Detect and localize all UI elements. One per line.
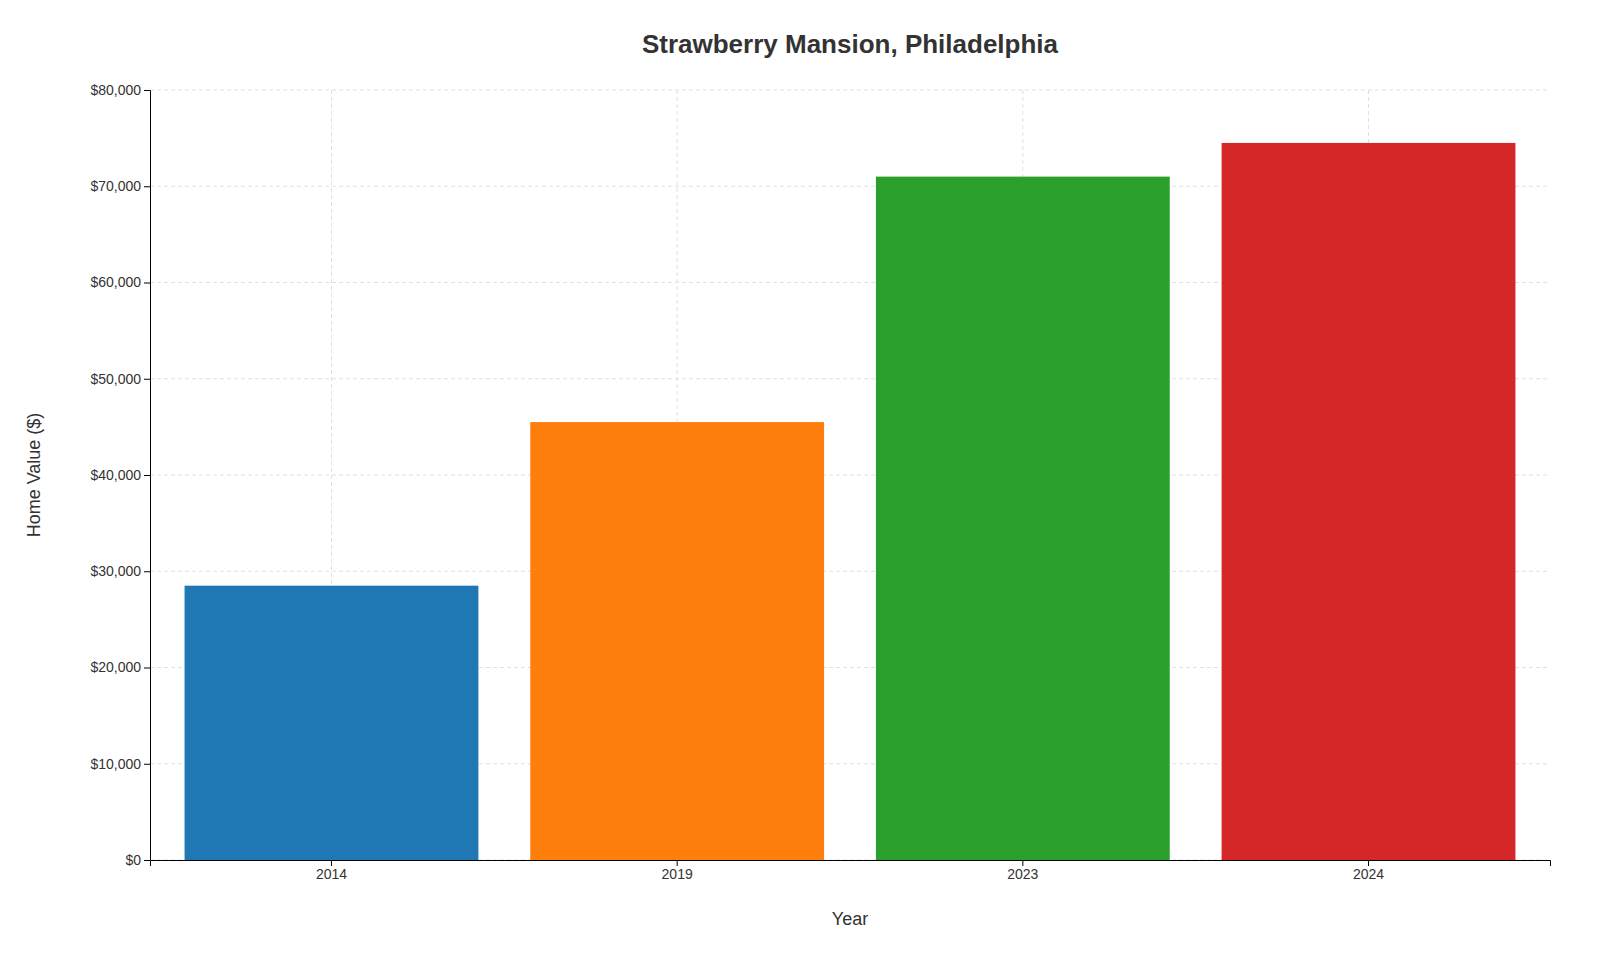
y-tick-label: $0 (125, 852, 141, 868)
title: Strawberry Mansion, Philadelphia (642, 29, 1059, 59)
y-tick: $10,000 (90, 756, 150, 772)
y-tick-label: $50,000 (90, 371, 141, 387)
bar (185, 586, 479, 860)
x-tick-label: 2014 (316, 866, 347, 882)
y-tick-label: $20,000 (90, 659, 141, 675)
y-tick-mark (144, 764, 150, 765)
y-tick-label: $10,000 (90, 756, 141, 772)
y-tick-label: $60,000 (90, 274, 141, 290)
bar (876, 177, 1170, 860)
y-tick: $40,000 (90, 467, 150, 483)
x-tick: 2014 (316, 860, 347, 882)
x-tick-label: 2024 (1353, 866, 1384, 882)
y-tick-mark (144, 475, 150, 476)
y-tick: $60,000 (90, 274, 150, 290)
y-tick: $0 (125, 852, 150, 868)
y-tick-label: $30,000 (90, 563, 141, 579)
x-tick: 2019 (662, 860, 693, 882)
y-tick-mark (144, 860, 150, 861)
y-tick: $50,000 (90, 371, 150, 387)
x-axis: 2014 2019 2023 2024 (151, 860, 1551, 882)
x-tick-label: 2023 (1007, 866, 1038, 882)
bar (1222, 143, 1516, 860)
y-tick-mark (144, 90, 150, 91)
bars (185, 143, 1516, 860)
y-tick-label: $80,000 (90, 82, 141, 98)
y-tick: $30,000 (90, 563, 150, 579)
y-tick-label: $40,000 (90, 467, 141, 483)
bar (530, 422, 824, 860)
x-axis-line (151, 861, 1551, 867)
y-grid-line (150, 90, 1550, 91)
chart-container: $0 $10,000 $20,000 $30,000 $40,000 $50,000 $60… (0, 0, 1600, 960)
chart-svg: $0 $10,000 $20,000 $30,000 $40,000 $50,000 $60… (0, 0, 1600, 960)
grid (150, 90, 1550, 860)
x-axis-title: Year (832, 909, 868, 929)
y-tick: $80,000 (90, 82, 150, 98)
y-tick-mark (144, 571, 150, 572)
y-axis: $0 $10,000 $20,000 $30,000 $40,000 $50,000 $60… (90, 82, 150, 868)
y-tick-mark (144, 186, 150, 187)
x-tick: 2023 (1007, 860, 1038, 882)
y-axis-line (144, 91, 151, 861)
y-tick-mark (144, 379, 150, 380)
y-axis-title: Home Value ($) (24, 413, 44, 538)
x-tick-label: 2019 (662, 866, 693, 882)
x-tick: 2024 (1353, 860, 1384, 882)
y-tick: $70,000 (90, 178, 150, 194)
plot-area: $0 $10,000 $20,000 $30,000 $40,000 $50,000 $60… (90, 82, 1550, 882)
y-tick-label: $70,000 (90, 178, 141, 194)
y-tick: $20,000 (90, 659, 150, 675)
y-tick-mark (144, 668, 150, 669)
y-tick-mark (144, 283, 150, 284)
